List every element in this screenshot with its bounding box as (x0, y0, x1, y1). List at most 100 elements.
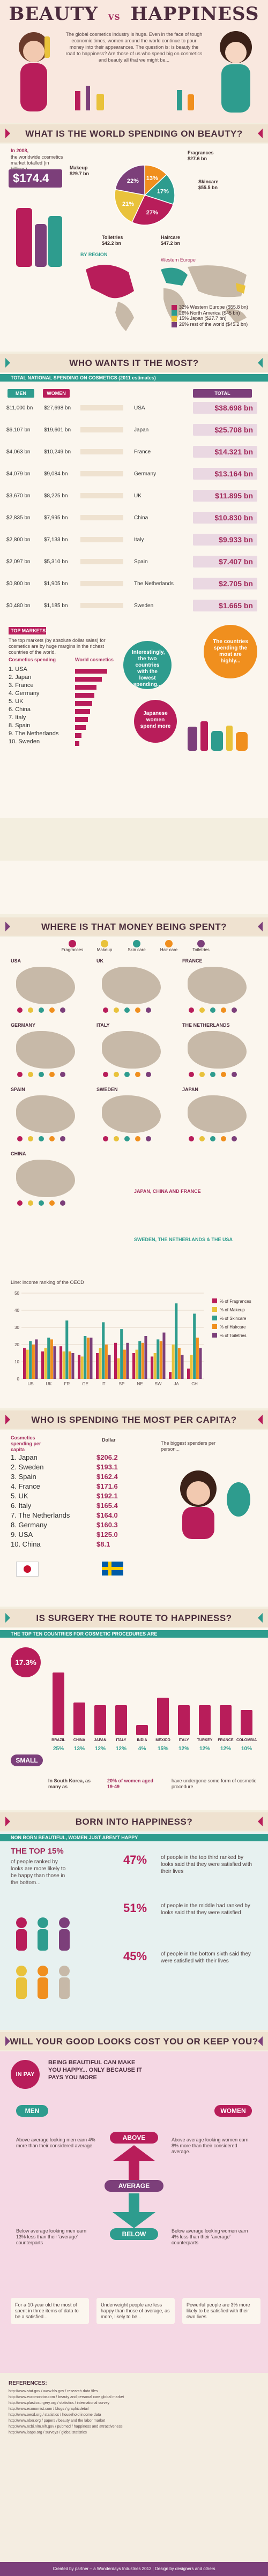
bar (50, 1339, 53, 1379)
footer-text: Created by partner – a Wonderdays Indust… (53, 2566, 215, 2571)
x-tick-label: SP (119, 1382, 125, 1386)
x-tick-label: FR (64, 1382, 70, 1386)
women-above: Above average looking women earn 8% more… (172, 2137, 249, 2154)
ratio-bar (80, 493, 123, 498)
bar (177, 1348, 181, 1379)
category-dot (49, 1200, 55, 1206)
category-label: Hair care (160, 947, 178, 952)
category-dot (135, 1072, 140, 1077)
category-dot (146, 1072, 151, 1077)
surgery-country: JAPAN (94, 1738, 107, 1742)
title-vs: VS (108, 13, 121, 22)
table-row: $0,480 bn $1,185 bn Sweden $1.665 bn (5, 600, 263, 613)
category-icon (165, 940, 173, 947)
legend-item: 26% rest of the world ($45.2 bn) (172, 322, 248, 327)
per-capita-section: Cosmetics spending per capita Dollar 1. … (0, 1430, 268, 1607)
surgery-bar (136, 1725, 148, 1735)
bar (157, 1339, 160, 1379)
category-dot (28, 1136, 33, 1141)
surgery-percent: 13% (73, 1746, 85, 1752)
section-banner-good-looks: WILL YOUR GOOD LOOKS COST YOU OR KEEP YO… (0, 2032, 268, 2050)
reference-item: http://www.ncbi.nlm.nih.gov / pubmed / h… (9, 2425, 123, 2429)
bar (196, 1338, 199, 1379)
ratio-bar (80, 471, 123, 476)
category-dot (103, 1072, 108, 1077)
bar (23, 1348, 26, 1379)
category-label: Toiletries (192, 947, 210, 952)
chart-legend-label: % of Skincare (220, 1316, 247, 1321)
cat-skincare: Skincare $55.5 bn (198, 179, 219, 190)
who-wants-section: TOTAL NATIONAL SPENDING ON COSMETICS (20… (0, 373, 268, 914)
men-pill: MEN (16, 2105, 48, 2117)
surgery-country: COLOMBIA (236, 1738, 257, 1742)
bar (172, 1345, 175, 1379)
section-banner-world-spending: WHAT IS THE WORLD SPENDING ON BEAUTY? (0, 124, 268, 143)
surgery-country: MEXICO (155, 1738, 170, 1742)
references-title: REFERENCES: (9, 2380, 47, 2386)
women-value: $7,995 bn (44, 515, 68, 521)
per-capita-value: $171.6 (96, 1482, 118, 1490)
chart-legend-label: % of Fragrances (220, 1299, 251, 1304)
per-capita-rank: 6. Italy (11, 1502, 32, 1510)
total-value: $2.705 bn (219, 579, 253, 588)
cosmetics-icons (75, 86, 194, 110)
map-title: SPAIN (11, 1087, 25, 1092)
born-stat-text: of people in the top third ranked by loo… (161, 1855, 252, 1875)
surgery-note-b: 20% of women aged 19-49 (107, 1778, 154, 1789)
category-label: Skin care (128, 947, 146, 952)
surgery-percent: 12% (178, 1746, 189, 1752)
category-dot (49, 1072, 55, 1077)
per-capita-value: $206.2 (96, 1453, 118, 1461)
surgery-country: BRAZIL (51, 1738, 65, 1742)
spacer (0, 818, 268, 861)
men-value: $2,835 bn (6, 515, 31, 521)
rank-item: 5. UK (9, 698, 24, 705)
bubble-c: The countries spending the most are high… (204, 625, 257, 678)
category-dot (39, 1072, 44, 1077)
title-left: BEAUTY (9, 3, 98, 25)
top-markets-text: The top markets (by absolute dollar sale… (9, 638, 106, 655)
ratio-bar (80, 559, 123, 564)
x-tick-label: UK (46, 1382, 52, 1386)
year-label: In 2008, (11, 148, 29, 153)
average-pill: AVERAGE (105, 2180, 163, 2192)
cat-toiletries: Toiletries $42.2 bn (102, 235, 123, 246)
bar (96, 1353, 99, 1379)
country-name: France (134, 449, 151, 455)
table-row: $4,079 bn $9,084 bn Germany $13.164 bn (5, 468, 263, 481)
country-name: USA (134, 405, 145, 411)
people-icons (16, 1917, 70, 1999)
reference-item: http://www.nber.org / papers / beauty an… (9, 2419, 106, 2423)
total-box: $174.4 (9, 169, 62, 188)
bar (169, 1372, 172, 1379)
men-value: $3,670 bn (6, 493, 31, 499)
references-section: REFERENCES: http://www.stat.gov / www.bl… (0, 2375, 268, 2576)
category-dot (124, 1136, 130, 1141)
surgery-bar (73, 1703, 85, 1735)
y-tick-label: 20 (14, 1342, 19, 1347)
category-dot (210, 1136, 215, 1141)
per-capita-rank: 4. France (11, 1482, 40, 1490)
country-name: Sweden (134, 603, 154, 609)
women-value: $5,310 bn (44, 559, 68, 565)
surgery-country: ITALY (178, 1738, 189, 1742)
table-row: $3,670 bn $8,225 bn UK $11.895 bn (5, 490, 263, 503)
category-dot (199, 1136, 205, 1141)
per-capita-value: $160.3 (96, 1521, 118, 1529)
flag-sweden (102, 1562, 123, 1576)
table-row: $2,835 bn $7,995 bn China $10.830 bn (5, 512, 263, 525)
bar (80, 1356, 84, 1379)
category-dot (28, 1200, 33, 1206)
surgery-bar (157, 1698, 169, 1735)
surgery-bar (241, 1710, 252, 1735)
category-dot (17, 1136, 23, 1141)
per-capita-rank: 7. The Netherlands (11, 1511, 70, 1519)
col-women: WOMEN (43, 389, 70, 398)
rank-title-a: Cosmetics spending (9, 657, 56, 662)
bar (187, 1368, 190, 1379)
rank-item: 8. Spain (9, 722, 31, 729)
category-dot (221, 1072, 226, 1077)
surgery-percent: 12% (115, 1746, 126, 1752)
note-b: SWEDEN, THE NETHERLANDS & THE USA (134, 1237, 233, 1242)
men-value: $0,800 bn (6, 581, 31, 587)
